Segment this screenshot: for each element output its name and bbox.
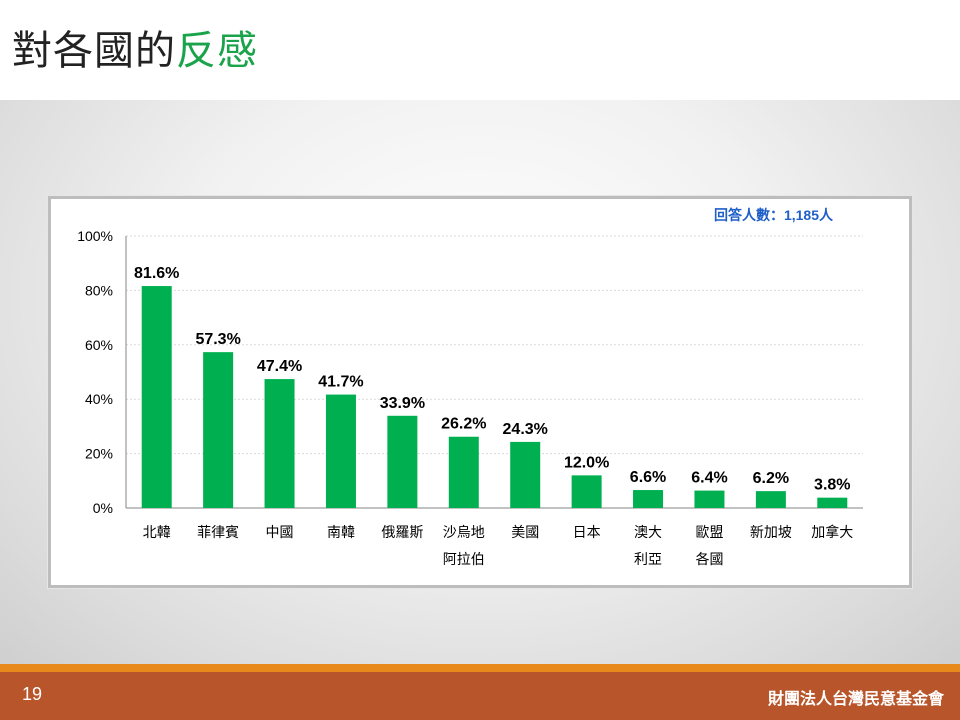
bar-value-label: 57.3% [195,331,240,348]
chart-panel: 0% 20% 40% 60% 80% 100% 81.6% 北韓 57.3% 菲律賓 47.4% 中國… [48,196,912,588]
bar [694,490,725,508]
y-tick-label: 40% [85,391,113,407]
x-category-label: 中國 [266,525,294,541]
x-category-label: 加拿大 [811,524,853,541]
y-tick-label: 60% [85,337,113,353]
x-category-label: 新加坡 [750,525,792,541]
slide-title-accent: 反感 [176,28,258,74]
bar [325,394,356,508]
x-category-label: 沙烏地 [443,524,485,541]
x-category-label: 澳大 [634,525,662,541]
axes [125,236,863,509]
footer-bar: 19 財團法人台灣民意基金會 [0,672,960,720]
bar-value-label: 6.4% [691,470,727,487]
y-tick-label: 20% [85,446,113,462]
x-category-label: 日本 [573,525,601,541]
bar-value-label: 47.4% [257,358,302,375]
bar-value-label: 6.6% [630,469,666,486]
footer-stripe [0,664,960,672]
bar [510,441,541,508]
page-number: 19 [22,684,43,704]
bars [141,286,848,508]
x-category-label: 阿拉伯 [443,552,485,568]
x-category-label: 南韓 [327,525,355,541]
bar-value-label: 41.7% [318,374,363,391]
x-category-label: 俄羅斯 [381,525,423,541]
bar [571,475,602,508]
labels: 0% 20% 40% 60% 80% 100% 81.6% 北韓 57.3% 菲律賓 47.4% 中國… [77,228,853,568]
bar-value-label: 26.2% [441,416,486,433]
x-category-label: 各國 [695,552,723,568]
y-tick-label: 80% [85,282,113,298]
title-bar: 對各國的反感 [0,0,960,100]
bar-value-label: 12.0% [564,454,609,471]
bar [633,490,664,508]
gridlines [126,235,863,455]
bar [448,436,479,508]
x-category-label: 菲律賓 [197,524,239,541]
respondents-count-annotation: 回答人數：1,185人 [714,207,834,223]
bar [755,491,786,508]
y-tick-label: 0% [93,500,113,516]
bar [264,379,295,508]
x-category-label: 利亞 [634,552,662,568]
bar [203,352,234,508]
x-category-label: 美國 [511,525,539,541]
organization-name: 財團法人台灣民意基金會 [767,689,944,708]
slide-title-main: 對各國的 [12,28,176,74]
x-category-label: 歐盟 [695,525,723,541]
bar-value-label: 3.8% [814,477,850,494]
bar [817,497,848,508]
bar [387,415,418,508]
bar-value-label: 33.9% [380,395,425,412]
x-category-label: 北韓 [143,525,171,541]
slide-title: 對各國的反感 [12,26,258,76]
bar-value-label: 81.6% [134,265,179,282]
bar [141,286,172,508]
bar-chart: 0% 20% 40% 60% 80% 100% 81.6% 北韓 57.3% 菲律賓 47.4% 中國… [77,207,863,568]
bar-value-label: 24.3% [503,421,548,438]
bar-value-label: 6.2% [753,470,789,487]
y-tick-label: 100% [77,228,113,244]
